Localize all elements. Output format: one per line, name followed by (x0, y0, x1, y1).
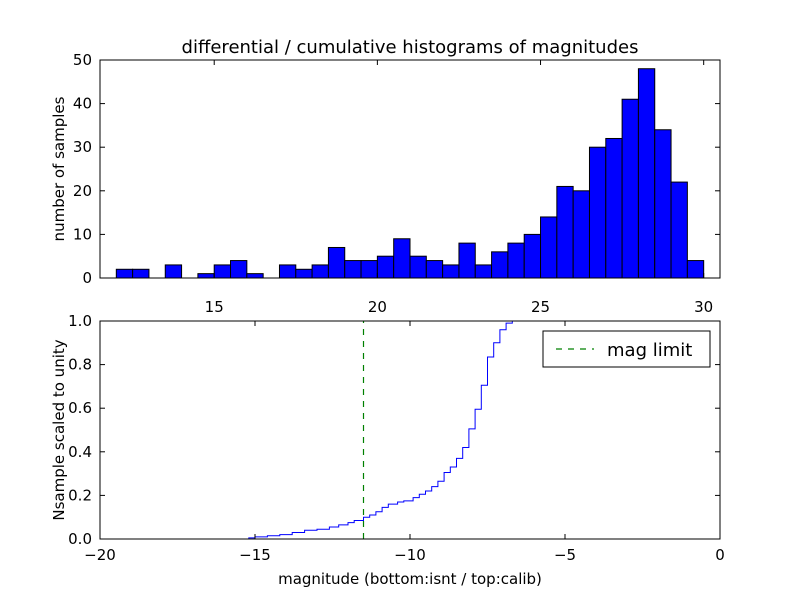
histogram-bar (230, 260, 248, 279)
histogram-bar (409, 255, 427, 279)
histogram-y-tick-label: 30 (73, 138, 92, 156)
histogram-bar (654, 129, 672, 279)
histogram-bar (425, 260, 444, 279)
cumulative-y-tick-label: 0.6 (68, 399, 92, 417)
histogram-bar (507, 242, 525, 279)
histogram-bar (115, 268, 134, 279)
histogram-bar (540, 216, 558, 279)
histogram-y-tick-label: 0 (82, 269, 92, 287)
histogram-bar (442, 264, 460, 279)
chart-title: differential / cumulative histograms of … (182, 37, 639, 58)
histogram-y-tick-label: 20 (73, 182, 92, 200)
cumulative-plot-area (100, 320, 720, 540)
cumulative-y-tick-label: 1.0 (68, 312, 92, 330)
cumulative-x-tick-label: −10 (394, 546, 426, 564)
cumulative-y-tick-label: 0.4 (68, 443, 92, 461)
histogram-bar (197, 273, 215, 279)
cumulative-x-tick-label: −20 (84, 546, 116, 564)
histogram-x-tick-label: 15 (205, 298, 224, 316)
histogram-bar (588, 146, 607, 279)
cumulative-x-tick-label: −15 (239, 546, 271, 564)
cumulative-x-tick-label: −5 (554, 546, 576, 564)
histogram-bar (556, 185, 574, 279)
histogram-bar (491, 251, 509, 279)
histogram-bars (115, 68, 705, 279)
cumulative-ticks: 0.0 0.2 0.4 0.6 0.8 1.0 −20 −15 −10 −5 0 (68, 312, 725, 564)
histogram-x-tick-label: 20 (368, 298, 387, 316)
histogram-bar (572, 190, 590, 279)
histogram-bar (344, 260, 362, 279)
histogram-bar (458, 242, 476, 279)
histogram-y-tick-label: 40 (73, 95, 92, 113)
histogram-bar (474, 264, 493, 279)
cumulative-y-tick-label: 0.8 (68, 356, 92, 374)
histogram-bar (670, 181, 688, 279)
histogram-x-tick-label: 25 (531, 298, 550, 316)
histogram-bar (327, 246, 346, 279)
histogram-bar (360, 260, 378, 279)
histogram-bar (637, 68, 656, 279)
legend-label-mag-limit: mag limit (607, 340, 692, 361)
cumulative-y-tick-label: 0.2 (68, 486, 92, 504)
histogram-x-tick-label: 30 (694, 298, 713, 316)
cumulative-step-line (100, 320, 720, 540)
histogram-bar (605, 137, 623, 279)
histogram-bar (213, 264, 232, 279)
histogram-bar (523, 233, 542, 279)
histogram-bar (311, 264, 329, 279)
cumulative-x-axis-label: magnitude (bottom:isnt / top:calib) (278, 570, 542, 588)
cumulative-y-tick-label: 0.0 (68, 530, 92, 548)
cumulative-x-tick-label: 0 (715, 546, 725, 564)
histogram-y-tick-label: 10 (73, 225, 92, 243)
histogram-bar (686, 260, 705, 279)
histogram-panel: differential / cumulative histograms of … (50, 37, 721, 316)
histogram-bar (164, 264, 183, 279)
cumulative-y-axis-label: Nsample scaled to unity (50, 339, 68, 520)
histogram-frame (99, 59, 721, 279)
histogram-bar (295, 268, 313, 279)
histogram-bar (132, 268, 150, 279)
histogram-bar (393, 238, 411, 279)
cumulative-panel: 0.0 0.2 0.4 0.6 0.8 1.0 −20 −15 −10 −5 0 magnitude… (50, 312, 725, 588)
histogram-ticks: 0 10 20 30 40 50 15 20 25 30 (73, 51, 720, 316)
histogram-bar (246, 273, 264, 279)
histogram-bar (376, 255, 395, 279)
histogram-y-tick-label: 50 (73, 51, 92, 69)
histogram-y-axis-label: number of samples (50, 96, 68, 241)
cumulative-frame (99, 320, 721, 540)
histogram-bar (278, 264, 297, 279)
histogram-bar (621, 98, 639, 279)
legend-box (542, 330, 711, 368)
legend: mag limit (542, 330, 711, 368)
